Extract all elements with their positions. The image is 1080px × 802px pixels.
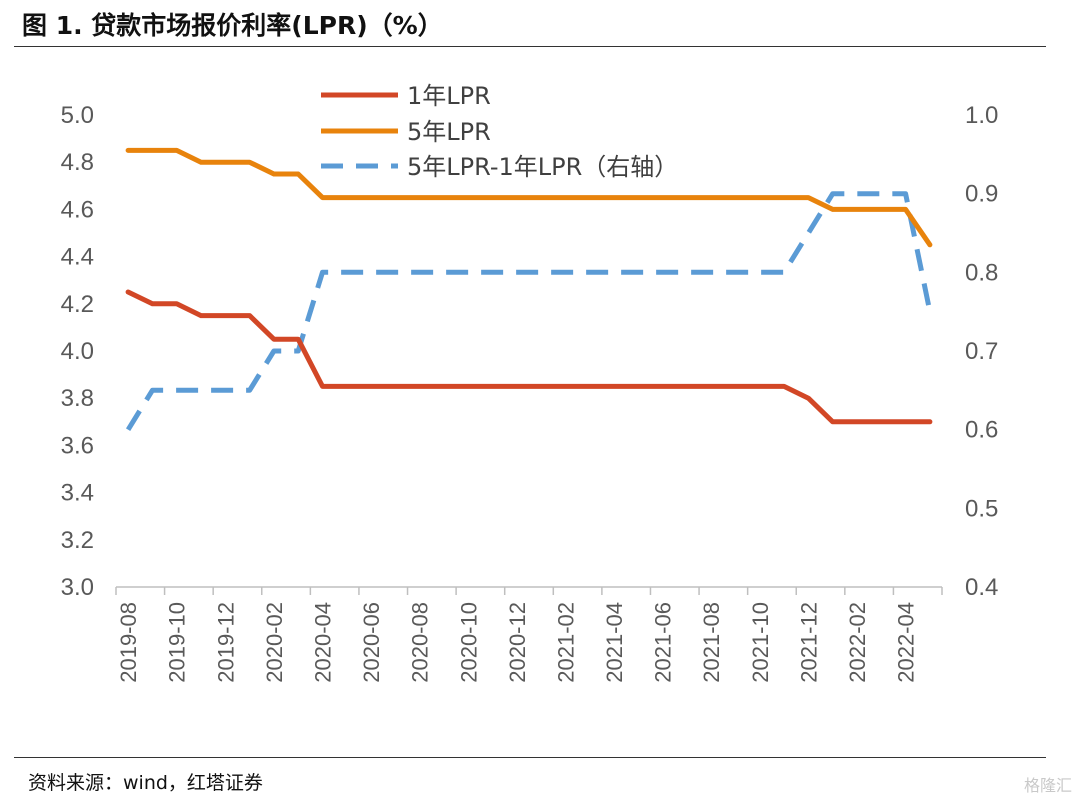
left-y-tick-label: 3.8 <box>61 385 94 412</box>
left-y-tick-label: 4.8 <box>61 149 94 176</box>
x-tick-label: 2021-02 <box>553 602 578 683</box>
x-tick-label: 2019-10 <box>165 602 190 683</box>
series-line-2 <box>125 147 933 248</box>
left-y-tick-label: 3.6 <box>61 432 94 459</box>
series-lines <box>125 147 933 432</box>
x-tick-label: 2020-08 <box>408 602 433 683</box>
x-tick-label: 2021-08 <box>699 602 724 683</box>
x-tick-label: 2021-06 <box>651 602 676 683</box>
x-tick-label: 2020-04 <box>311 602 336 683</box>
x-tick-label: 2020-06 <box>359 602 384 683</box>
left-y-tick-label: 3.4 <box>61 480 94 507</box>
left-y-tick-label: 4.0 <box>61 338 94 365</box>
right-y-axis-labels: 0.4 0.5 0.6 0.7 0.8 0.9 1.0 <box>965 102 998 601</box>
right-y-tick-label: 0.7 <box>965 338 998 365</box>
series-line-3 <box>125 191 933 432</box>
left-y-axis-labels: 3.0 3.2 3.4 3.6 3.8 4.0 4.2 4.4 4.6 4.8 5.0 <box>61 102 94 601</box>
x-axis: 2019-08 2019-10 2019-12 2020-02 2020-04 2020-… <box>115 586 943 683</box>
watermark: 格隆汇 <box>1023 776 1072 795</box>
left-y-tick-label: 3.0 <box>61 574 94 601</box>
series-line-1 <box>125 289 933 425</box>
bottom-rule <box>14 757 1046 758</box>
legend-label: 1年LPR <box>407 82 491 110</box>
x-tick-label: 2021-04 <box>602 602 627 683</box>
x-tick-label: 2020-02 <box>262 602 287 683</box>
x-tick-label: 2019-12 <box>213 602 238 683</box>
right-y-tick-label: 0.5 <box>965 495 998 522</box>
top-rule <box>14 46 1046 47</box>
right-y-tick-label: 0.6 <box>965 417 998 444</box>
left-y-tick-label: 4.6 <box>61 196 94 223</box>
x-tick-label: 2022-02 <box>845 602 870 683</box>
x-tick-label: 2020-10 <box>456 602 481 683</box>
chart-title: 图 1. 贷款市场报价利率(LPR)（%） <box>22 11 443 40</box>
left-y-tick-label: 4.2 <box>61 291 94 318</box>
legend: 1年LPR 5年LPR 5年LPR-1年LPR（右轴） <box>321 82 678 181</box>
left-y-tick-label: 4.4 <box>61 244 94 271</box>
legend-label: 5年LPR <box>407 118 491 146</box>
line-chart: 3.0 3.2 3.4 3.6 3.8 4.0 4.2 4.4 4.6 4.8 5.0 0.4 0.5… <box>61 82 999 683</box>
x-tick-label: 2021-10 <box>748 602 773 683</box>
x-tick-label: 2020-12 <box>505 602 530 683</box>
right-y-tick-label: 1.0 <box>965 102 998 129</box>
left-y-tick-label: 5.0 <box>61 102 94 129</box>
right-y-tick-label: 0.4 <box>965 574 998 601</box>
x-tick-label: 2022-04 <box>894 602 919 683</box>
x-tick-label: 2019-08 <box>116 602 141 683</box>
right-y-tick-label: 0.9 <box>965 181 998 208</box>
x-tick-label: 2021-12 <box>796 602 821 683</box>
left-y-tick-label: 3.2 <box>61 527 94 554</box>
legend-label: 5年LPR-1年LPR（右轴） <box>407 153 678 181</box>
source-note: 资料来源：wind，红塔证券 <box>28 772 263 794</box>
right-y-tick-label: 0.8 <box>965 259 998 286</box>
